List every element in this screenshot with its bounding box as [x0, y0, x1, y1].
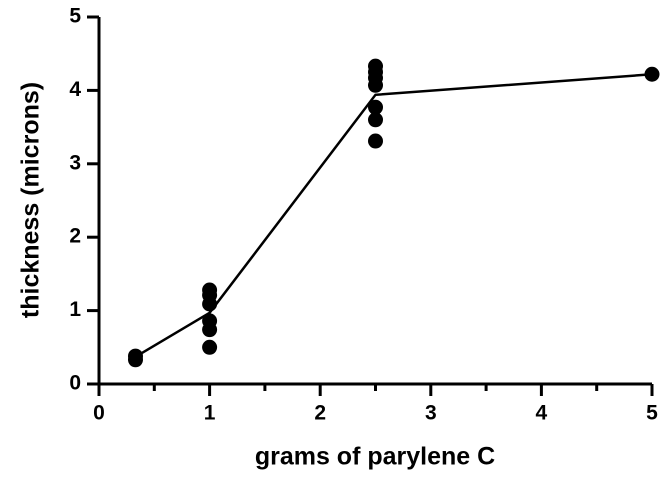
- data-point: [202, 339, 218, 355]
- data-point: [368, 99, 383, 115]
- y-tick-label: 1: [69, 298, 81, 321]
- x-axis-label: grams of parylene C: [255, 443, 495, 471]
- y-tick-label: 3: [69, 151, 81, 174]
- data-point: [202, 322, 218, 338]
- y-tick-label: 5: [69, 5, 81, 28]
- x-tick-label: 3: [425, 402, 437, 425]
- x-tick-label: 4: [536, 402, 548, 425]
- y-tick-label: 4: [69, 78, 81, 101]
- y-tick-label: 0: [69, 372, 81, 395]
- x-tick-label: 2: [314, 402, 326, 425]
- mean-line: [134, 73, 653, 358]
- y-axis-label: thickness (microns): [17, 82, 45, 318]
- data-point: [368, 77, 383, 93]
- x-tick-label: 5: [646, 402, 658, 425]
- data-point: [368, 112, 383, 128]
- x-tick-label: 1: [204, 402, 216, 425]
- x-tick-label: 0: [93, 402, 105, 425]
- data-point: [368, 133, 383, 149]
- y-tick-label: 2: [69, 225, 81, 248]
